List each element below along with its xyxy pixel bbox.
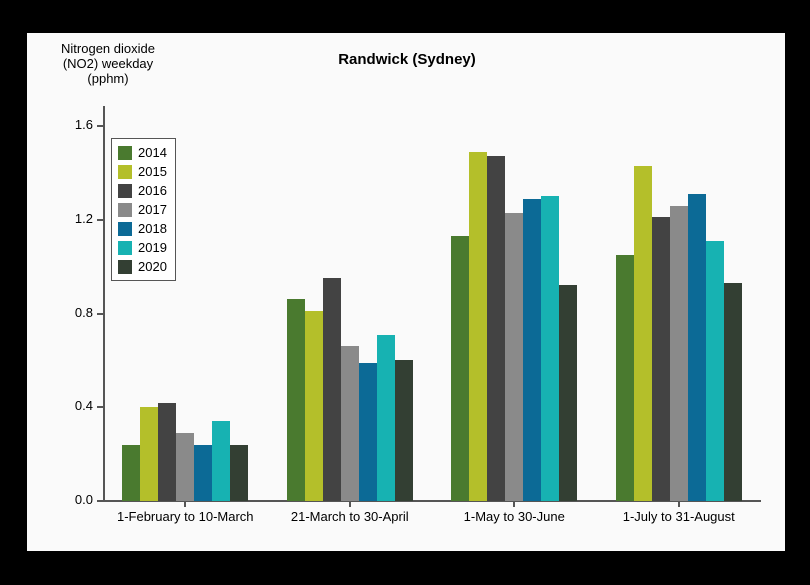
y-tick-label: 1.6 bbox=[51, 117, 93, 132]
legend-swatch bbox=[118, 260, 132, 274]
legend-swatch bbox=[118, 165, 132, 179]
bar bbox=[706, 241, 724, 501]
x-tick-mark bbox=[349, 501, 351, 507]
chart-panel: Randwick (Sydney) Nitrogen dioxide (NO2)… bbox=[26, 32, 786, 552]
legend: 2014 2015 2016 2017 2018 2019 2020 bbox=[111, 138, 176, 281]
y-tick-label: 0.0 bbox=[51, 492, 93, 507]
bar bbox=[652, 217, 670, 501]
bar bbox=[487, 156, 505, 501]
x-tick-label: 21-March to 30-April bbox=[291, 509, 409, 524]
bar bbox=[176, 433, 194, 501]
stage: Randwick (Sydney) Nitrogen dioxide (NO2)… bbox=[0, 0, 810, 585]
bar bbox=[670, 206, 688, 501]
legend-swatch bbox=[118, 146, 132, 160]
legend-label: 2020 bbox=[138, 259, 167, 274]
bar bbox=[287, 299, 305, 501]
bar bbox=[377, 335, 395, 501]
legend-item: 2017 bbox=[118, 200, 167, 219]
bar bbox=[305, 311, 323, 501]
y-tick-mark bbox=[97, 406, 103, 408]
bar bbox=[194, 445, 212, 501]
bar bbox=[212, 421, 230, 501]
bar bbox=[505, 213, 523, 501]
legend-item: 2016 bbox=[118, 181, 167, 200]
legend-swatch bbox=[118, 222, 132, 236]
y-tick-mark bbox=[97, 125, 103, 127]
legend-item: 2015 bbox=[118, 162, 167, 181]
bar bbox=[451, 236, 469, 501]
bar bbox=[359, 363, 377, 501]
bar bbox=[469, 152, 487, 501]
bar bbox=[616, 255, 634, 501]
bar bbox=[724, 283, 742, 501]
bar bbox=[230, 445, 248, 501]
legend-label: 2017 bbox=[138, 202, 167, 217]
y-axis-line bbox=[103, 106, 105, 501]
x-tick-label: 1-July to 31-August bbox=[623, 509, 735, 524]
x-tick-mark bbox=[678, 501, 680, 507]
y-tick-mark bbox=[97, 500, 103, 502]
legend-label: 2016 bbox=[138, 183, 167, 198]
legend-swatch bbox=[118, 203, 132, 217]
bar bbox=[688, 194, 706, 501]
bar bbox=[341, 346, 359, 501]
y-tick-label: 0.8 bbox=[51, 305, 93, 320]
legend-label: 2019 bbox=[138, 240, 167, 255]
bar bbox=[634, 166, 652, 501]
legend-swatch bbox=[118, 184, 132, 198]
bar bbox=[158, 403, 176, 501]
bar bbox=[323, 278, 341, 501]
x-tick-label: 1-February to 10-March bbox=[117, 509, 254, 524]
plot-area: 0.00.40.81.21.61-February to 10-March21-… bbox=[103, 126, 761, 501]
y-tick-label: 0.4 bbox=[51, 398, 93, 413]
x-tick-mark bbox=[513, 501, 515, 507]
y-tick-mark bbox=[97, 313, 103, 315]
bar bbox=[122, 445, 140, 501]
legend-item: 2019 bbox=[118, 238, 167, 257]
legend-item: 2020 bbox=[118, 257, 167, 276]
legend-item: 2014 bbox=[118, 143, 167, 162]
legend-swatch bbox=[118, 241, 132, 255]
bar bbox=[395, 360, 413, 501]
bar bbox=[541, 196, 559, 501]
bar bbox=[559, 285, 577, 501]
x-tick-mark bbox=[184, 501, 186, 507]
legend-label: 2018 bbox=[138, 221, 167, 236]
legend-label: 2014 bbox=[138, 145, 167, 160]
y-tick-label: 1.2 bbox=[51, 211, 93, 226]
legend-item: 2018 bbox=[118, 219, 167, 238]
bar bbox=[140, 407, 158, 501]
legend-label: 2015 bbox=[138, 164, 167, 179]
y-axis-title: Nitrogen dioxide (NO2) weekday (pphm) bbox=[43, 41, 173, 86]
y-tick-mark bbox=[97, 219, 103, 221]
x-tick-label: 1-May to 30-June bbox=[464, 509, 565, 524]
bar bbox=[523, 199, 541, 501]
